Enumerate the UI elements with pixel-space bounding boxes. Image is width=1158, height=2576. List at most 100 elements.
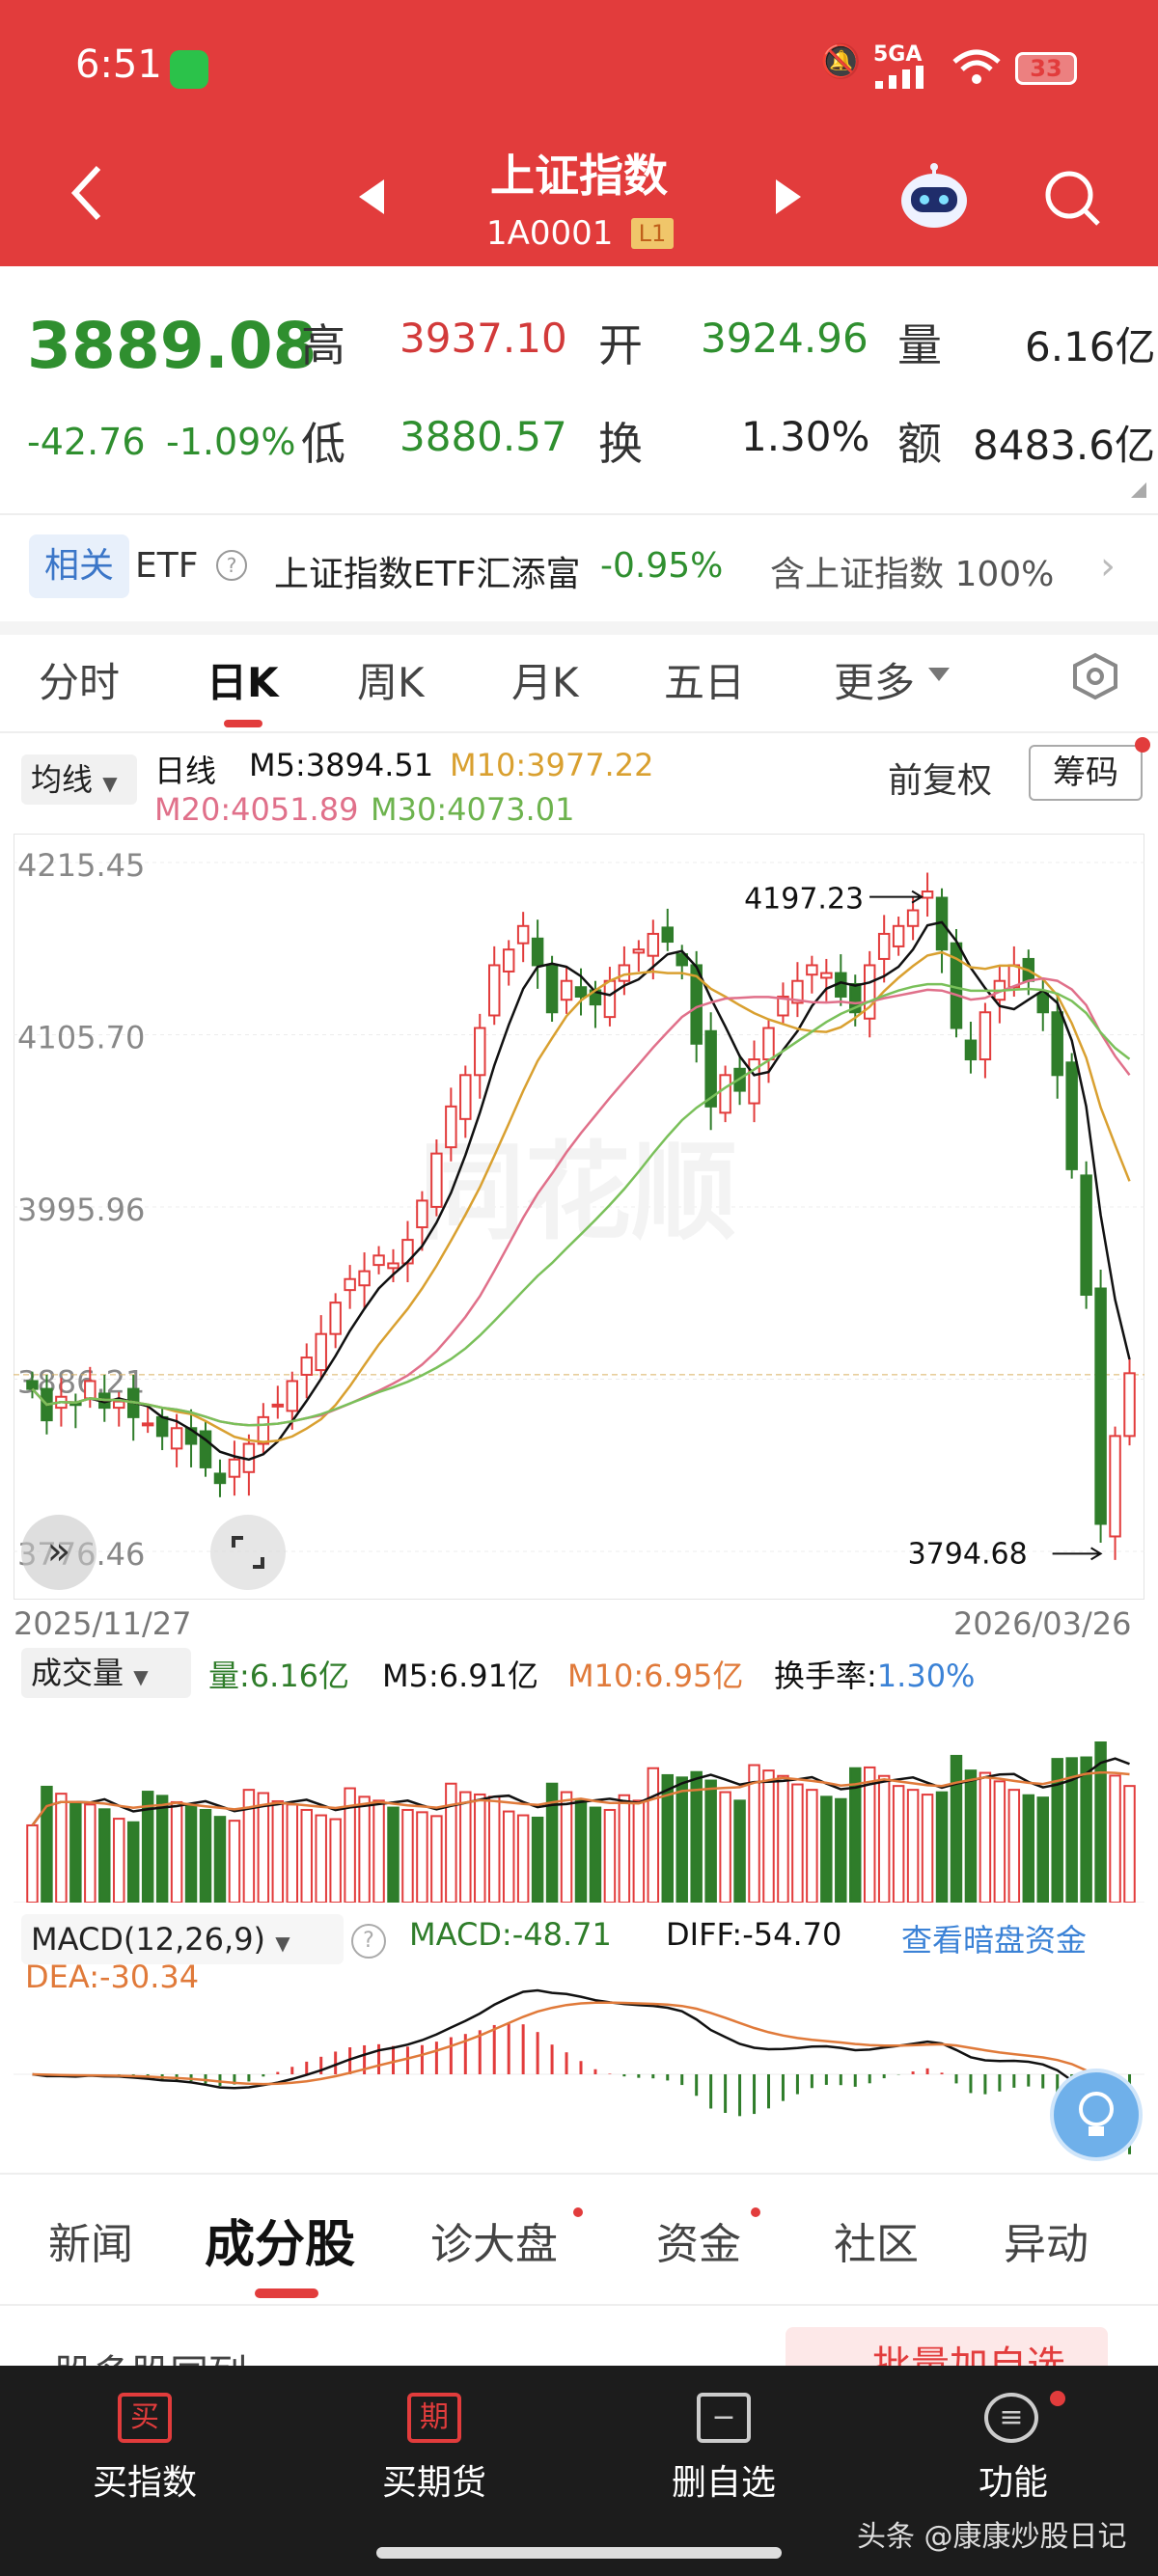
tab-monthly-k[interactable]: 月K [511, 659, 579, 706]
tab-weekly-k[interactable]: 周K [357, 659, 425, 706]
candlestick [1036, 979, 1049, 1031]
chip-button[interactable]: 筹码 [1029, 745, 1143, 801]
candlestick [892, 917, 905, 956]
volume-bar [950, 1754, 963, 1903]
volume-bar [676, 1776, 688, 1903]
tab-intraday[interactable]: 分时 [39, 659, 121, 706]
volume-bar [372, 1799, 385, 1903]
volume-bar [1123, 1785, 1136, 1903]
divider [0, 731, 1158, 733]
adjust-label[interactable]: 前复权 [888, 761, 993, 801]
volume-bar [603, 1808, 617, 1903]
min-price-label: 3794.68 [908, 1537, 1028, 1571]
help-icon[interactable]: ? [351, 1924, 386, 1959]
candlestick [921, 872, 934, 918]
wifi-icon [951, 48, 1003, 87]
volume-chart[interactable] [14, 1704, 1144, 1903]
level-badge: L1 [631, 218, 674, 249]
indicator-selector-volume[interactable]: 成交量 ▼ [21, 1648, 191, 1698]
help-icon[interactable]: ? [216, 550, 247, 581]
macd-chart[interactable] [14, 1962, 1144, 2155]
tab-diagnose-market[interactable]: 诊大盘 [430, 2220, 558, 2269]
candlestick [445, 1087, 457, 1162]
tab-constituents[interactable]: 成分股 [205, 2216, 356, 2274]
tab-daily-k[interactable]: 日K [207, 659, 279, 706]
candlestick [315, 1315, 327, 1380]
volume-bar [329, 1818, 342, 1903]
home-indicator[interactable] [376, 2547, 782, 2559]
volume-bar [531, 1816, 544, 1903]
tab-anomaly[interactable]: 异动 [1004, 2220, 1089, 2269]
volume-bar [935, 1791, 949, 1903]
settings-hex-icon[interactable] [1071, 652, 1119, 700]
buy-index-button[interactable]: 买指数 [92, 2463, 197, 2503]
volume-bar [344, 1787, 356, 1903]
source-watermark: 头条 @康康炒股日记 [857, 2520, 1127, 2554]
candlestick [964, 1022, 978, 1074]
next-stock-icon[interactable] [772, 179, 801, 218]
y-tick-label: 4105.70 [17, 1020, 145, 1056]
tab-more[interactable]: 更多 [834, 659, 916, 706]
remove-watchlist-button[interactable]: 删自选 [671, 2463, 776, 2503]
macd-selector-label: MACD(12,26,9) [31, 1921, 266, 1958]
volume-bar [141, 1791, 154, 1903]
tab-five-day[interactable]: 五日 [664, 659, 746, 706]
volume-bar [762, 1769, 775, 1903]
candlestick [806, 955, 818, 994]
etf-row[interactable]: 相关 ETF ? 上证指数ETF汇添富 -0.95% 含上证指数 100% › [0, 515, 1158, 621]
candlestick [358, 1252, 371, 1309]
volume-bar [979, 1771, 992, 1903]
prev-stock-icon[interactable] [359, 179, 388, 218]
signal-icon [873, 66, 935, 89]
volume-bar [1007, 1789, 1021, 1903]
buy-futures-button[interactable]: 买期货 [381, 2463, 486, 2503]
expand-corner-icon[interactable] [1131, 482, 1146, 498]
volume-bar [964, 1769, 978, 1903]
candlestick [661, 908, 675, 951]
wechat-icon [170, 50, 208, 89]
candlestick [300, 1343, 313, 1399]
tab-funds[interactable]: 资金 [656, 2220, 741, 2269]
candlestick [1065, 1053, 1078, 1179]
volume-m5: M5:6.91亿 [382, 1658, 539, 1694]
function-button[interactable]: 功能 [978, 2463, 1048, 2503]
fullscreen-icon[interactable] [210, 1515, 286, 1590]
page-title: 上证指数 [490, 150, 668, 202]
volume-bar [806, 1789, 818, 1903]
batch-add-watchlist-button[interactable]: 批量加自选 [786, 2327, 1108, 2366]
candlestick [777, 982, 789, 1026]
volume-bar [835, 1797, 847, 1903]
candlestick [545, 955, 559, 1023]
remove-watchlist-icon: − [697, 2393, 751, 2443]
volume-bar [55, 1793, 68, 1903]
candlestick [906, 895, 920, 941]
candlestick [271, 1385, 285, 1419]
network-label: 5GA [873, 42, 923, 67]
search-icon[interactable] [1042, 168, 1102, 228]
volume-bar [199, 1808, 212, 1903]
indicator-selector-macd[interactable]: MACD(12,26,9) ▼ [21, 1914, 344, 1964]
back-icon[interactable] [68, 164, 106, 222]
divider [0, 2304, 1158, 2306]
divider [0, 2173, 1158, 2175]
ma-selector[interactable]: 均线 ▼ [21, 754, 137, 805]
dea-value: DEA:-30.34 [25, 1959, 200, 1995]
turnover-label: 换 [598, 418, 643, 470]
volume-bar [242, 1789, 256, 1903]
tab-news[interactable]: 新闻 [48, 2220, 133, 2269]
caret-down-icon: ▼ [102, 772, 118, 795]
candlestick [26, 1371, 39, 1399]
candlestick [647, 919, 660, 980]
volume-value: 6.16亿 [1025, 323, 1156, 370]
dark-pool-link[interactable]: 查看暗盘资金 [901, 1922, 1088, 1959]
volume-bar [430, 1815, 443, 1903]
tips-bulb-icon[interactable] [1050, 2069, 1143, 2161]
mute-icon: 🔕 [820, 42, 862, 81]
volume-bar [791, 1783, 804, 1903]
robot-assistant-icon[interactable] [897, 162, 971, 230]
expand-icon[interactable]: » [21, 1515, 96, 1590]
tab-indicator [224, 720, 262, 727]
candlestick [1051, 993, 1063, 1099]
tab-community[interactable]: 社区 [834, 2220, 919, 2269]
